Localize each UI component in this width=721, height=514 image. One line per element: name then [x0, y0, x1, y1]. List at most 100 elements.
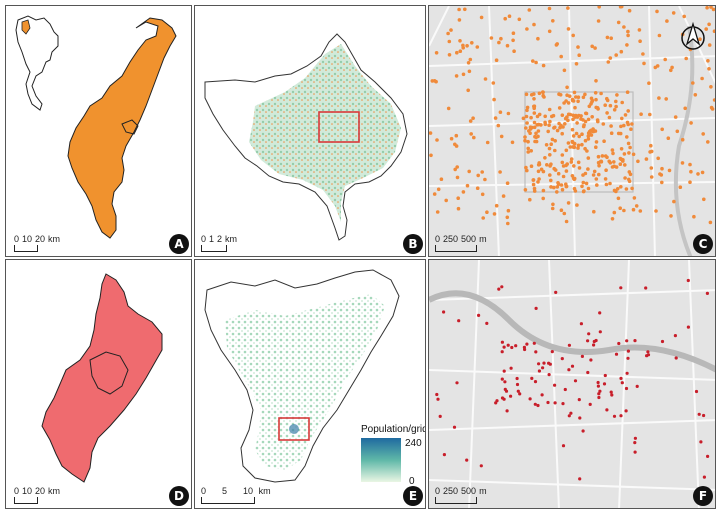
- point-marker: [621, 159, 625, 163]
- point-marker: [449, 136, 454, 141]
- point-marker: [631, 207, 636, 212]
- point-marker: [596, 19, 601, 23]
- point-marker: [629, 127, 633, 131]
- point-marker: [600, 154, 605, 158]
- point-marker: [560, 357, 564, 361]
- point-marker: [660, 166, 664, 171]
- point-marker: [620, 100, 624, 105]
- point-marker: [552, 185, 556, 190]
- point-marker: [532, 120, 537, 125]
- map-population-density-b: [204, 33, 408, 241]
- point-marker: [691, 81, 695, 85]
- point-marker: [660, 339, 665, 344]
- case-points-f: [435, 278, 710, 481]
- point-marker: [579, 322, 583, 326]
- panel-a: 0 10 20 km A: [5, 5, 192, 257]
- point-marker: [578, 416, 582, 420]
- point-marker: [527, 129, 531, 133]
- point-marker: [500, 285, 504, 289]
- point-marker: [562, 211, 567, 216]
- point-marker: [562, 68, 567, 73]
- point-marker: [528, 197, 532, 202]
- point-marker: [556, 171, 561, 176]
- point-marker: [641, 52, 645, 56]
- point-marker: [566, 27, 571, 31]
- point-marker: [525, 27, 529, 31]
- point-marker: [577, 166, 582, 170]
- point-marker: [496, 123, 501, 128]
- point-marker: [506, 208, 511, 213]
- point-marker: [540, 393, 544, 397]
- point-marker: [458, 49, 463, 53]
- point-marker: [577, 53, 581, 57]
- point-marker: [534, 60, 538, 65]
- point-marker: [528, 125, 533, 129]
- point-marker: [497, 40, 501, 45]
- point-marker: [628, 145, 632, 150]
- point-marker: [610, 393, 614, 397]
- point-marker: [625, 43, 629, 47]
- point-marker: [603, 154, 608, 158]
- point-marker: [631, 152, 636, 157]
- point-marker: [581, 180, 586, 185]
- point-marker: [595, 183, 599, 187]
- panel-label-e: E: [403, 486, 423, 506]
- point-marker: [625, 90, 630, 94]
- point-marker: [603, 177, 608, 181]
- point-marker: [551, 202, 555, 207]
- point-marker: [506, 221, 510, 226]
- point-marker: [675, 129, 680, 134]
- point-marker: [436, 397, 440, 401]
- point-marker: [610, 217, 615, 221]
- point-marker: [526, 146, 530, 151]
- point-marker: [632, 196, 637, 200]
- point-marker: [689, 121, 693, 125]
- point-marker: [500, 377, 504, 381]
- point-marker: [561, 444, 566, 448]
- point-marker: [479, 15, 484, 20]
- point-marker: [611, 151, 615, 156]
- point-marker: [547, 361, 551, 365]
- point-marker: [537, 122, 541, 127]
- point-marker: [461, 46, 465, 50]
- point-marker: [434, 51, 439, 55]
- point-marker: [589, 102, 593, 106]
- point-marker: [466, 88, 470, 93]
- point-marker: [598, 311, 602, 315]
- point-marker: [589, 96, 594, 101]
- point-marker: [502, 369, 506, 373]
- point-marker: [529, 149, 533, 153]
- point-marker: [601, 122, 606, 126]
- point-marker: [541, 63, 546, 68]
- point-marker: [597, 172, 601, 177]
- point-marker: [576, 146, 580, 150]
- point-marker: [558, 93, 563, 97]
- point-marker: [697, 412, 701, 416]
- point-marker: [578, 477, 582, 481]
- point-marker: [620, 116, 624, 121]
- point-marker: [456, 196, 460, 200]
- point-marker: [633, 450, 637, 454]
- point-marker: [572, 90, 577, 95]
- point-marker: [442, 310, 446, 314]
- point-marker: [550, 137, 555, 142]
- point-marker: [480, 170, 484, 174]
- point-marker: [524, 126, 528, 130]
- point-marker: [572, 164, 576, 168]
- point-marker: [550, 114, 554, 119]
- point-marker: [702, 413, 706, 418]
- point-marker: [463, 7, 467, 12]
- point-marker: [562, 101, 566, 105]
- point-marker: [444, 198, 448, 203]
- point-marker: [657, 33, 662, 38]
- point-marker: [602, 139, 606, 143]
- panel-label-b: B: [403, 234, 423, 254]
- point-marker: [608, 103, 613, 108]
- point-marker: [660, 180, 664, 185]
- point-marker: [700, 170, 705, 175]
- point-marker: [564, 169, 569, 173]
- point-marker: [528, 397, 532, 401]
- point-marker: [549, 185, 553, 189]
- point-marker: [435, 138, 439, 142]
- point-marker: [642, 61, 646, 66]
